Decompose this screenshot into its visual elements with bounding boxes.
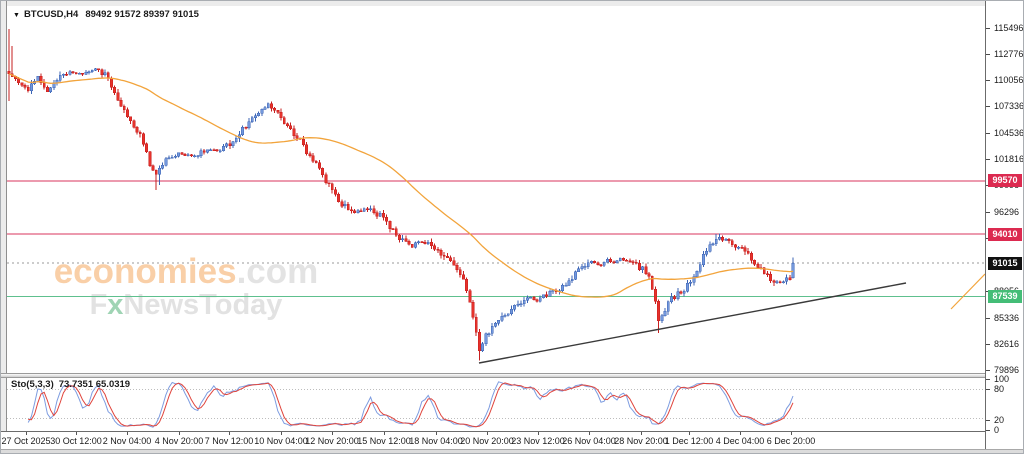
stochastic-signal-line	[28, 382, 794, 428]
orange-ray-line[interactable]	[950, 273, 985, 310]
watermark-brand-name: economies	[53, 252, 237, 291]
time-tick-label: 26 Nov 04:00	[562, 436, 616, 446]
candles-layer	[7, 28, 795, 361]
price-tick-mark	[986, 28, 990, 29]
price-tick-mark	[986, 80, 990, 81]
time-tick-mark	[332, 432, 333, 435]
price-chart-pane[interactable]: economies.com FxNewsToday ▼ BTCUSD,H4 8949…	[7, 6, 985, 373]
time-tick-mark	[26, 432, 27, 435]
stochastic-label: Sto(5,3,3) 73.7351 65.0319	[11, 379, 130, 390]
price-tick-label: 96296	[994, 207, 1020, 217]
price-tick-mark	[986, 389, 990, 390]
symbol-ohlc-label: ▼ BTCUSD,H4 89492 91572 89397 91015	[13, 9, 199, 20]
window-left-border	[1, 1, 7, 449]
time-tick-label: 27 Oct 2025	[1, 436, 51, 446]
watermark: economies.com FxNewsToday	[41, 254, 331, 320]
time-tick-label: 7 Nov 12:00	[204, 436, 254, 446]
time-tick-mark	[179, 432, 180, 435]
price-tick-mark	[986, 106, 990, 107]
price-tick-label: 80	[994, 384, 1005, 394]
time-tick-mark	[384, 432, 385, 435]
ohlc-values: 89492 91572 89397 91015	[85, 9, 199, 20]
stochastic-pane[interactable]: Sto(5,3,3) 73.7351 65.0319	[7, 378, 985, 431]
price-badge-current-price: 91015	[988, 257, 1022, 270]
pane-resizer[interactable]	[1, 373, 1023, 378]
price-chart-canvas[interactable]	[7, 6, 985, 373]
time-tick-label: 6 Dec 20:00	[766, 436, 816, 446]
price-tick-label: 110056	[994, 75, 1024, 85]
time-tick-mark	[689, 432, 690, 435]
time-tick-mark	[127, 432, 128, 435]
time-tick-label: 2 Nov 04:00	[102, 436, 152, 446]
price-axis[interactable]: 1154961127761100561073361045361018169909…	[985, 1, 1024, 449]
price-tick-label: 79896	[994, 365, 1020, 375]
stochastic-main-line	[27, 381, 794, 428]
time-tick-label: 28 Nov 20:00	[614, 436, 668, 446]
watermark-fxnewstoday: FxNewsToday	[89, 289, 283, 321]
time-tick-mark	[229, 432, 230, 435]
price-tick-mark	[986, 379, 990, 380]
symbol-timeframe: BTCUSD,H4	[23, 9, 79, 20]
time-tick-label: 1 Dec 12:00	[664, 436, 714, 446]
price-tick-label: 112776	[994, 49, 1024, 59]
price-tick-label: 104536	[994, 128, 1024, 138]
price-tick-mark	[986, 212, 990, 213]
window-bottom-border	[1, 449, 1023, 453]
time-tick-mark	[76, 432, 77, 435]
time-tick-label: 15 Nov 12:00	[357, 436, 411, 446]
price-tick-label: 20	[994, 415, 1005, 425]
price-tick-mark	[986, 430, 990, 431]
price-tick-mark	[986, 133, 990, 134]
time-tick-label: 20 Nov 20:00	[460, 436, 514, 446]
time-tick-label: 4 Nov 20:00	[154, 436, 204, 446]
price-tick-label: 0	[994, 425, 1000, 435]
price-badge-resistance: 94010	[988, 228, 1022, 241]
time-tick-label: 10 Nov 04:00	[254, 436, 308, 446]
time-axis[interactable]: 27 Oct 2025 30 Oct 12:00 2 Nov 04:00 4 Nov …	[1, 431, 985, 449]
symbol-dropdown-icon[interactable]: ▼	[13, 12, 20, 19]
watermark-brand-tld: .com	[236, 252, 319, 291]
price-tick-label: 82616	[994, 339, 1020, 349]
time-tick-label: 30 Oct 12:00	[50, 436, 102, 446]
price-tick-mark	[986, 159, 990, 160]
price-tick-label: 100	[994, 374, 1010, 384]
price-tick-mark	[986, 370, 990, 371]
time-tick-mark	[487, 432, 488, 435]
watermark-brand: economies.com	[41, 254, 331, 289]
time-tick-label: 12 Nov 20:00	[305, 436, 359, 446]
ascending-trendline[interactable]	[478, 282, 907, 364]
price-tick-mark	[986, 420, 990, 421]
time-tick-mark	[281, 432, 282, 435]
time-tick-mark	[538, 432, 539, 435]
stochastic-values: 73.7351 65.0319	[58, 379, 131, 390]
time-tick-label: 18 Nov 04:00	[409, 436, 463, 446]
price-tick-label: 85336	[994, 313, 1020, 323]
time-tick-label: 4 Dec 04:00	[715, 436, 765, 446]
time-tick-label: 23 Nov 12:00	[511, 436, 565, 446]
price-tick-label: 101816	[994, 154, 1024, 164]
watermark-x-icon: x	[107, 289, 124, 321]
time-tick-mark	[589, 432, 590, 435]
time-tick-mark	[641, 432, 642, 435]
stochastic-canvas[interactable]	[7, 378, 985, 431]
price-badge-support: 87539	[988, 290, 1022, 303]
price-tick-label: 115496	[994, 23, 1024, 33]
price-badge-resistance: 99570	[988, 174, 1022, 187]
price-tick-mark	[986, 54, 990, 55]
stochastic-name: Sto(5,3,3)	[11, 379, 54, 390]
time-tick-mark	[791, 432, 792, 435]
price-tick-label: 107336	[994, 101, 1024, 111]
price-tick-mark	[986, 344, 990, 345]
time-tick-mark	[740, 432, 741, 435]
moving-average-line[interactable]	[8, 73, 794, 298]
price-tick-mark	[986, 318, 990, 319]
time-tick-mark	[436, 432, 437, 435]
